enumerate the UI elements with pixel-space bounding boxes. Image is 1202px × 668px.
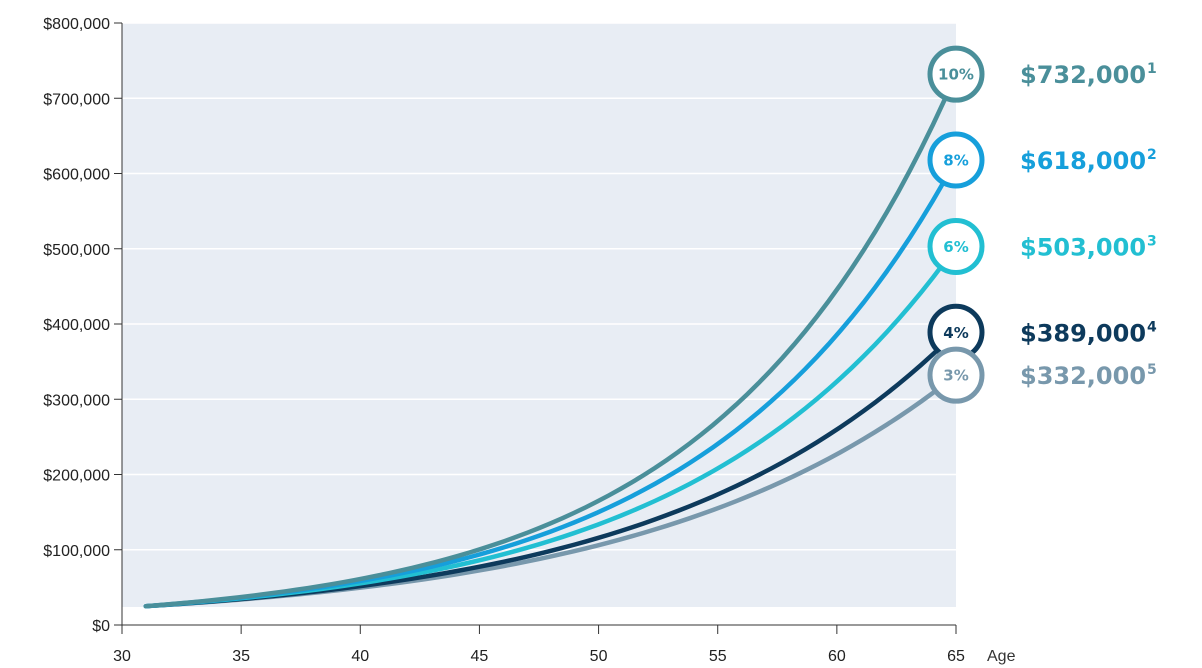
end-value-labels: $732,0001 $618,0002 $503,0003 $389,0004 $332… <box>1020 61 1157 390</box>
end-value-4pct: $389,0004 <box>1020 319 1157 347</box>
series-lines <box>143 71 959 609</box>
badge-label-3pct: 3% <box>943 367 968 385</box>
grid-lines <box>122 22 956 551</box>
end-value-8pct: $618,0002 <box>1020 147 1157 175</box>
badge-6pct <box>927 217 985 275</box>
end-value-amount: $618,000 <box>1020 147 1146 175</box>
y-axis-tick-labels: $0 $100,000 $200,000 $300,000 $400,000 $500,0… <box>43 16 110 635</box>
x-tick-label: 40 <box>351 648 369 665</box>
badge-label-4pct: 4% <box>943 324 968 342</box>
end-value-3pct: $332,0005 <box>1020 362 1157 390</box>
series-line-10pct <box>143 71 959 609</box>
y-tick-label: $700,000 <box>43 91 110 108</box>
y-tick-label: $200,000 <box>43 468 110 485</box>
badge-label-6pct: 6% <box>943 238 968 256</box>
x-axis-tick-labels: 30 35 40 45 50 55 60 65 <box>113 648 965 665</box>
badge-label-10pct: 10% <box>938 66 974 84</box>
y-tick-label: $500,000 <box>43 242 110 259</box>
x-tick-label: 65 <box>947 648 965 665</box>
end-value-amount: $389,000 <box>1020 319 1146 347</box>
end-value-footnote: 3 <box>1147 233 1157 249</box>
end-value-footnote: 4 <box>1147 319 1157 335</box>
badge-8pct <box>927 131 985 189</box>
end-value-footnote: 5 <box>1147 362 1157 378</box>
badge-3pct <box>927 346 985 404</box>
x-tick-label: 60 <box>828 648 846 665</box>
axes <box>114 22 957 634</box>
badge-10pct <box>927 45 985 103</box>
x-tick-label: 30 <box>113 648 131 665</box>
x-tick-label: 45 <box>471 648 489 665</box>
end-value-footnote: 1 <box>1147 61 1157 77</box>
end-value-footnote: 2 <box>1147 147 1157 163</box>
y-tick-label: $100,000 <box>43 543 110 560</box>
end-value-10pct: $732,0001 <box>1020 61 1157 89</box>
x-tick-label: 50 <box>590 648 608 665</box>
x-tick-label: 55 <box>709 648 727 665</box>
end-value-6pct: $503,0003 <box>1020 233 1157 261</box>
end-value-amount: $332,000 <box>1020 362 1146 390</box>
x-axis-label: Age <box>987 648 1016 665</box>
badge-label-8pct: 8% <box>943 151 968 169</box>
x-tick-label: 35 <box>232 648 250 665</box>
end-value-amount: $503,000 <box>1020 233 1146 261</box>
y-tick-label: $0 <box>92 618 110 635</box>
y-tick-label: $400,000 <box>43 317 110 334</box>
plot-background <box>122 23 956 607</box>
y-tick-label: $600,000 <box>43 167 110 184</box>
rate-badges: 10% 8% 6% 4% 3% <box>927 45 985 404</box>
y-tick-label: $800,000 <box>43 16 110 33</box>
y-tick-label: $300,000 <box>43 392 110 409</box>
end-value-amount: $732,000 <box>1020 61 1146 89</box>
